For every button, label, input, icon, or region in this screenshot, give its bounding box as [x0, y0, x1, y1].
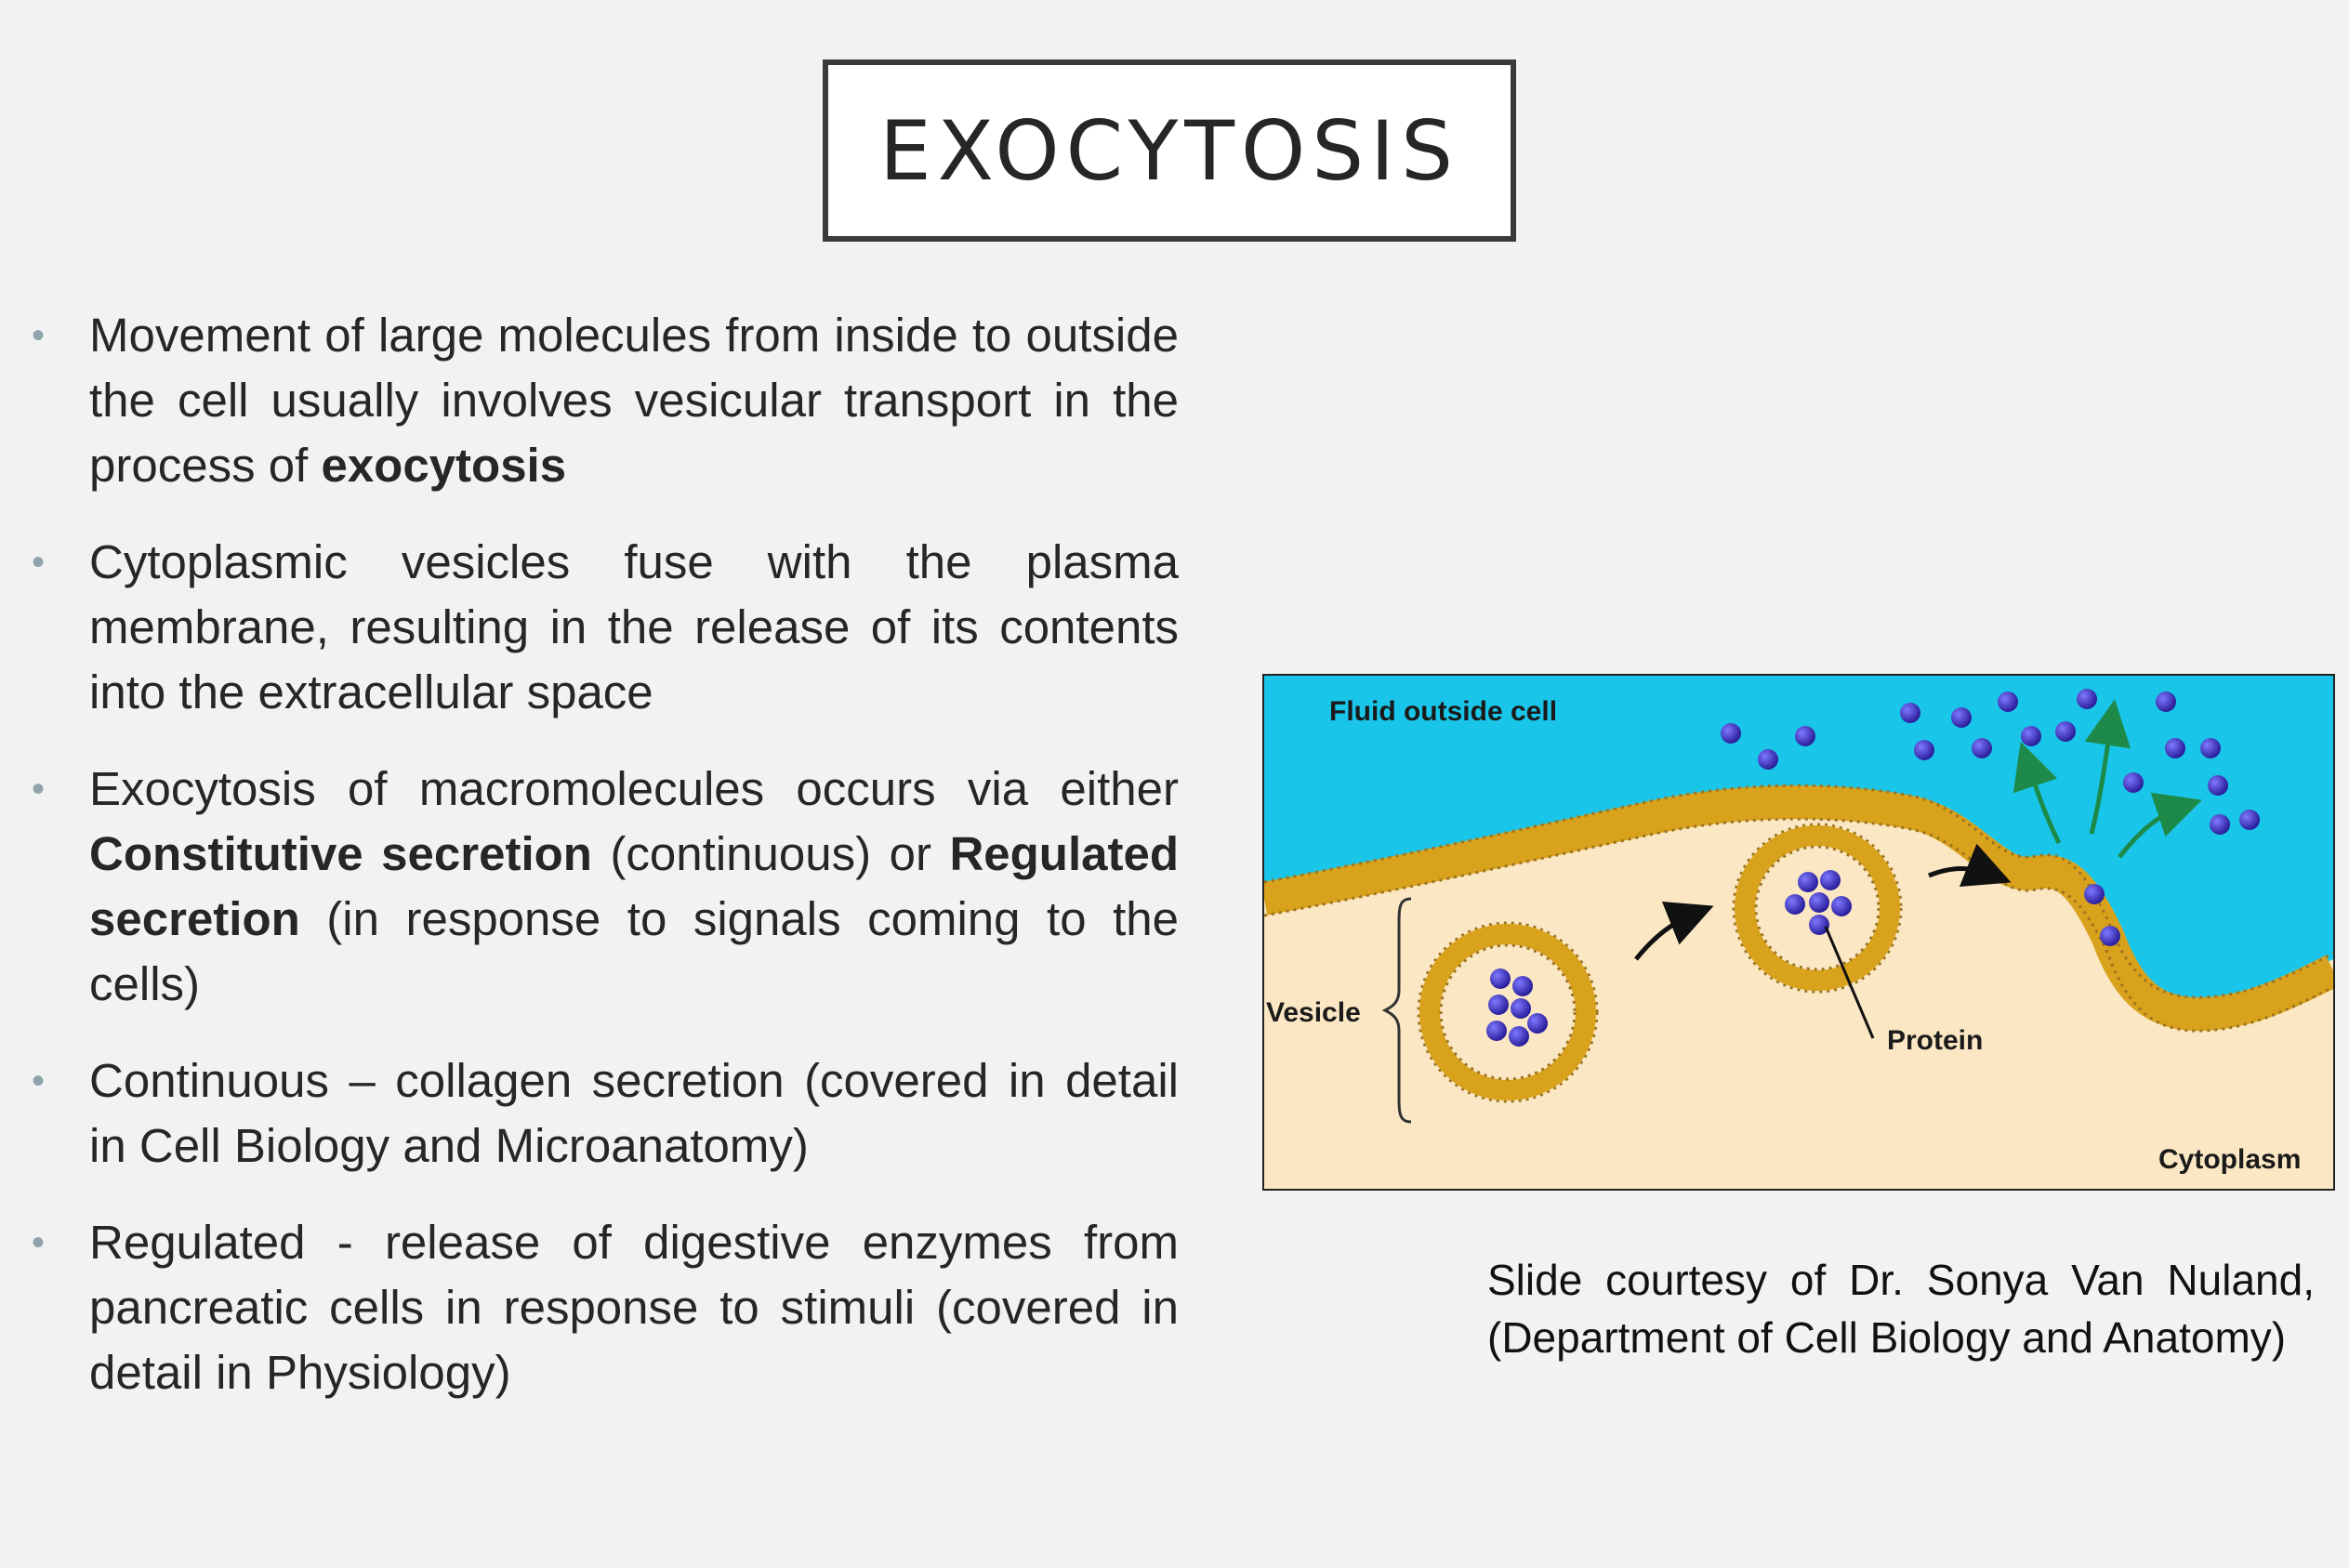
protein-dot — [1512, 976, 1533, 996]
released-proteins — [1721, 689, 2260, 946]
vesicle-free — [1417, 921, 1599, 1103]
label-cytoplasm: Cytoplasm — [2158, 1144, 2301, 1175]
bullet-dot-icon: • — [32, 1222, 46, 1263]
bullet-text: Movement of large molecules from inside … — [89, 309, 1179, 492]
bullet-bold-term: exocytosis — [321, 439, 567, 492]
extracellular-region — [1264, 676, 2333, 1004]
protein-dot — [1509, 1026, 1529, 1047]
release-arrows — [2012, 699, 2202, 859]
bullet-item: • Cytoplasmic vesicles fuse with the pla… — [26, 530, 1179, 725]
protein-dot — [1511, 998, 1531, 1019]
bullet-item: • Continuous – collagen secretion (cover… — [26, 1048, 1179, 1179]
bullet-bold-term: Constitutive secretion — [89, 827, 592, 880]
slide-caption: Slide courtesy of Dr. Sonya Van Nuland, … — [1487, 1256, 2315, 1362]
bullet-text: (in response to signals coming to the ce… — [89, 892, 1179, 1010]
protein-dot — [1488, 995, 1509, 1015]
fusion-arrow — [1634, 901, 1714, 961]
protein-dot — [1831, 896, 1852, 916]
fusion-arrow — [1928, 843, 2012, 888]
protein-dot — [1490, 968, 1511, 989]
protein-dot — [1820, 870, 1841, 890]
protein-dot — [1809, 915, 1829, 935]
title-box: EXOCYTOSIS — [823, 59, 1516, 242]
vesicle-brace — [1381, 897, 1412, 1124]
bullet-dot-icon: • — [32, 1061, 46, 1101]
protein-dot — [1527, 1013, 1548, 1034]
bullet-item: • Regulated - release of digestive enzym… — [26, 1210, 1179, 1405]
protein-dot — [1809, 892, 1829, 913]
protein-pointer — [1824, 926, 1875, 1039]
bullet-item: • Movement of large molecules from insid… — [26, 303, 1179, 498]
bullet-dot-icon: • — [32, 542, 46, 583]
bullet-text: Continuous – collagen secretion (covered… — [89, 1054, 1179, 1172]
label-fluid-outside: Fluid outside cell — [1329, 696, 1557, 727]
vesicle-fusing — [1732, 823, 1903, 994]
protein-dot — [1486, 1021, 1507, 1041]
bullet-dot-icon: • — [32, 315, 46, 356]
bullet-text: Regulated - release of digestive enzymes… — [89, 1216, 1179, 1399]
bullet-list: • Movement of large molecules from insid… — [26, 303, 1179, 1437]
bullet-text: Cytoplasmic vesicles fuse with the plasm… — [89, 535, 1179, 718]
exocytosis-diagram: Fluid outside cell Vesicle Protein Cytop… — [1262, 674, 2335, 1191]
label-vesicle: Vesicle — [1266, 997, 1361, 1028]
bullet-item: • Exocytosis of macromolecules occurs vi… — [26, 757, 1179, 1017]
slide-title: EXOCYTOSIS — [879, 102, 1459, 199]
protein-dot — [1785, 894, 1805, 915]
protein-dot — [1798, 872, 1818, 892]
bullet-bold-term: Regulated secretion — [89, 827, 1179, 945]
bullet-text: (continuous) or — [591, 827, 950, 880]
bullet-dot-icon: • — [32, 769, 46, 810]
label-protein: Protein — [1887, 1025, 1983, 1056]
bullet-text: Exocytosis of macromolecules occurs via … — [89, 762, 1179, 815]
